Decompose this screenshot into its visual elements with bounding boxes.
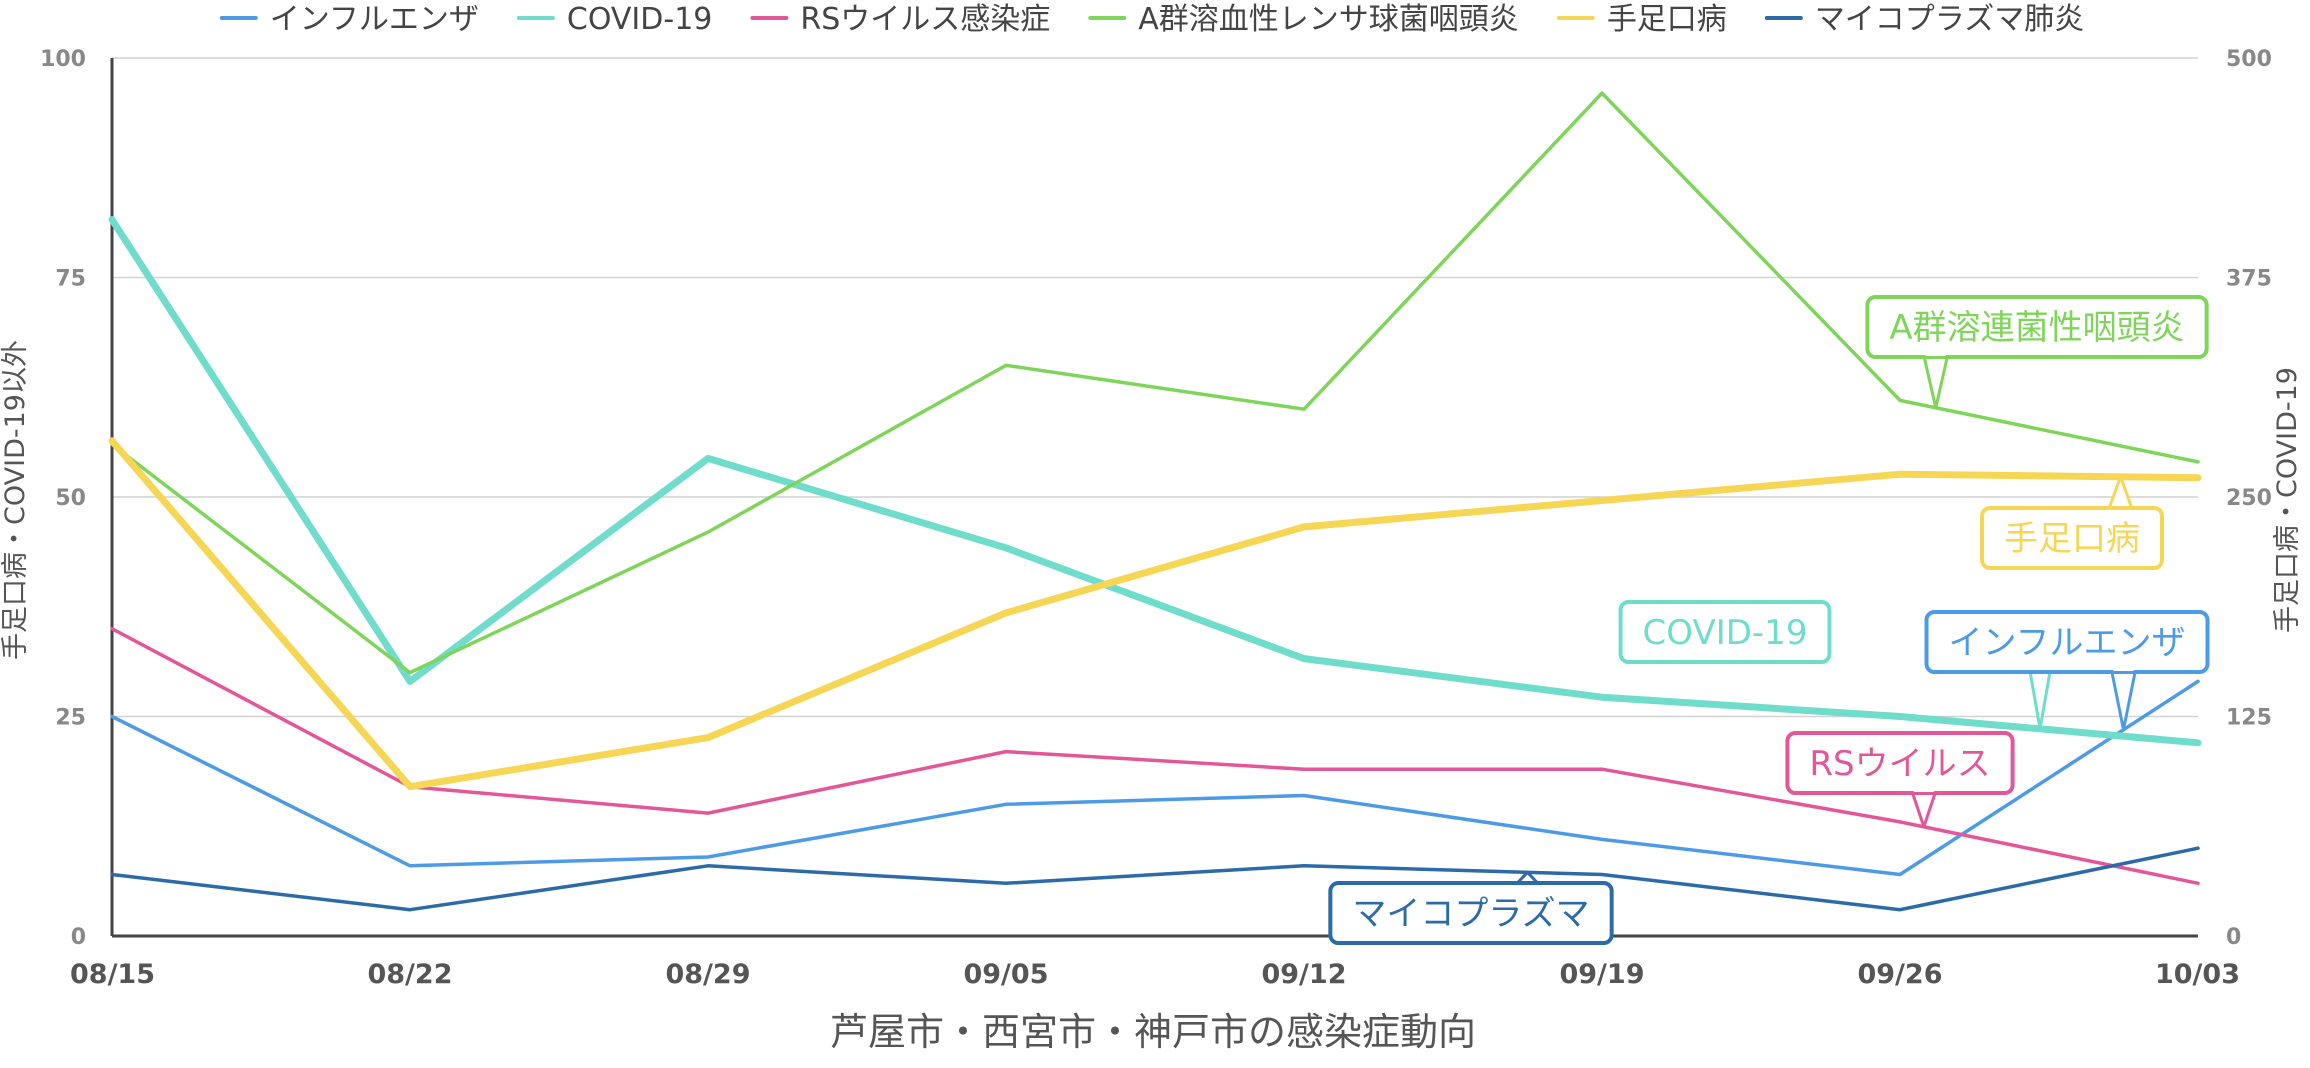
callout-label: インフルエンザ (1949, 623, 2186, 663)
callout-label: A群溶連菌性咽頭炎 (1889, 308, 2184, 348)
callout-tail (2109, 477, 2133, 510)
callout-tail-mask (2111, 510, 2131, 515)
y-left-tick-label: 25 (55, 706, 86, 731)
legend-label: 手足口病 (1607, 2, 1727, 37)
callout-tail-mask (2114, 666, 2134, 671)
x-tick-label: 08/29 (665, 959, 750, 990)
callout-label: マイコプラズマ (1352, 894, 1589, 934)
legend: インフルエンザ COVID-19 RSウイルス感染症 A群溶血性レンサ球菌咽頭炎 手足口… (222, 2, 2084, 37)
callout-tail-mask (1914, 787, 1934, 792)
legend-label: マイコプラズマ肺炎 (1815, 2, 2084, 37)
callout-label: RSウイルス (1809, 744, 1990, 784)
y-right-tick-label: 250 (2226, 486, 2272, 511)
callout-tail (2112, 670, 2136, 730)
callout-tail (1924, 355, 1948, 408)
legend-label: COVID-19 (567, 2, 713, 37)
x-tick-label: 08/15 (70, 959, 155, 990)
callout-5: マイコプラズマ (1330, 872, 1611, 943)
x-tick-label: 08/22 (367, 959, 452, 990)
y-axis-right-title: 手足口病・COVID-19 (2272, 367, 2303, 633)
legend-label: インフルエンザ (270, 2, 479, 37)
y-right-tick-label: 500 (2226, 47, 2272, 72)
x-tick-label: 09/26 (1857, 959, 1942, 990)
x-tick-label: 09/12 (1261, 959, 1346, 990)
y-left-tick-label: 100 (40, 47, 86, 72)
callout-label: 手足口病 (2004, 519, 2140, 559)
callout-tail-mask (1518, 885, 1538, 890)
x-tick-label: 09/19 (1559, 959, 1644, 990)
y-left-tick-label: 0 (71, 925, 86, 950)
y-right-tick-label: 125 (2226, 706, 2272, 731)
y-right-tick-label: 375 (2226, 267, 2272, 292)
y-left-tick-label: 75 (55, 267, 86, 292)
series-line-5 (112, 848, 2198, 910)
x-tick-label: 09/05 (963, 959, 1048, 990)
y-left-tick-label: 50 (55, 486, 86, 511)
callout-label: COVID-19 (1643, 613, 1808, 653)
callout-tail (1912, 791, 1936, 827)
legend-label: A群溶血性レンサ球菌咽頭炎 (1138, 2, 1519, 37)
x-tick-label: 10/03 (2155, 959, 2240, 990)
y-axis-left-title: 手足口病・COVID-19以外 (0, 340, 31, 660)
callout-4: RSウイルス (1787, 733, 2012, 827)
y-right-tick-label: 0 (2226, 925, 2241, 950)
legend-label: RSウイルス感染症 (800, 2, 1050, 37)
series-line-3 (112, 93, 2198, 673)
callout-0: A群溶連菌性咽頭炎 (1867, 297, 2206, 408)
callout-1: 手足口病 (1982, 477, 2162, 568)
x-axis-title: 芦屋市・西宮市・神戸市の感染症動向 (830, 1010, 1476, 1054)
callout-3: インフルエンザ (1927, 612, 2208, 730)
callout-tail-mask (1926, 351, 1946, 356)
